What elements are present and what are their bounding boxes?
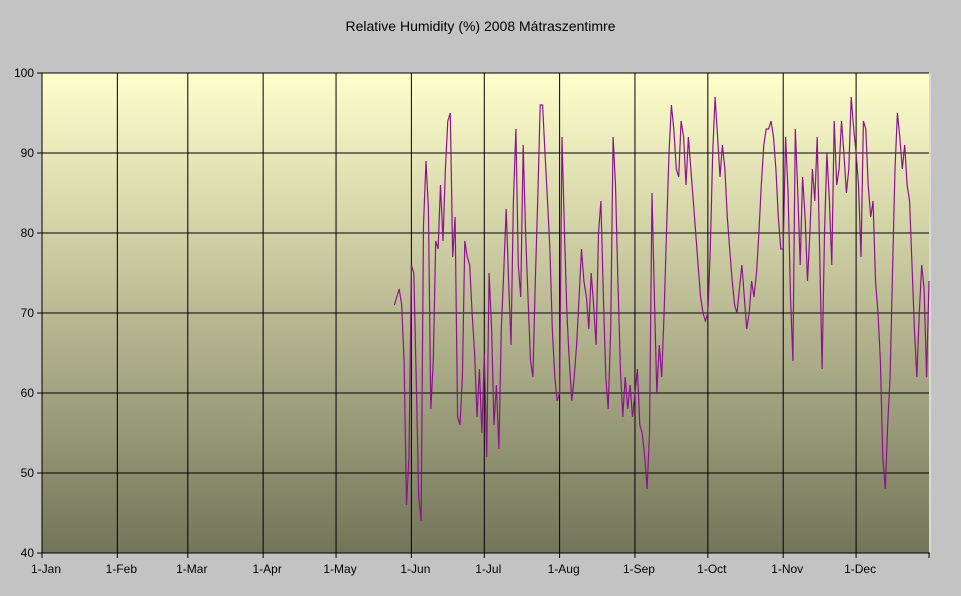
plot-right-edge <box>929 73 931 553</box>
x-tick-label: 1-Aug <box>548 562 580 576</box>
y-tick-label: 50 <box>21 466 35 480</box>
y-tick-label: 40 <box>21 546 35 560</box>
chart-title: Relative Humidity (%) 2008 Mátraszentimr… <box>345 18 616 34</box>
x-tick-label: 1-Mar <box>176 562 207 576</box>
humidity-line <box>393 96 930 522</box>
x-tick-label: 1-May <box>323 562 356 576</box>
y-tick-label: 60 <box>21 386 35 400</box>
x-tick-label: 1-Nov <box>771 562 803 576</box>
x-tick-label: 1-Jul <box>475 562 501 576</box>
x-tick-label: 1-Apr <box>252 562 281 576</box>
y-tick-label: 100 <box>14 66 34 80</box>
y-tick-label: 70 <box>21 306 35 320</box>
x-tick-label: 1-Jan <box>31 562 61 576</box>
x-tick-label: 1-Oct <box>697 562 727 576</box>
x-tick-label: 1-Sep <box>623 562 655 576</box>
y-tick-label: 80 <box>21 226 35 240</box>
x-tick-label: 1-Feb <box>106 562 138 576</box>
y-tick-label: 90 <box>21 146 35 160</box>
x-tick-label: 1-Jun <box>400 562 430 576</box>
x-tick-label: 1-Dec <box>844 562 876 576</box>
